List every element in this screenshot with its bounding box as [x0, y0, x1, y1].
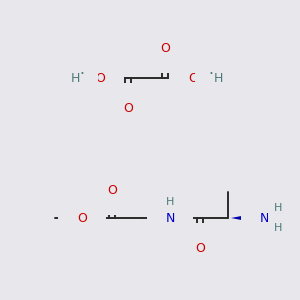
Text: O: O: [160, 41, 170, 55]
Text: O: O: [95, 71, 105, 85]
Text: ·: ·: [208, 67, 213, 82]
Text: O: O: [107, 184, 117, 196]
Text: ·: ·: [80, 67, 84, 82]
Text: H: H: [274, 223, 282, 233]
Text: O: O: [195, 242, 205, 254]
Text: H: H: [213, 71, 223, 85]
Text: H: H: [70, 71, 80, 85]
Text: N: N: [165, 212, 175, 224]
Text: O: O: [77, 212, 87, 224]
Text: O: O: [123, 101, 133, 115]
Text: N: N: [259, 212, 269, 224]
Text: O: O: [188, 71, 198, 85]
Polygon shape: [231, 213, 257, 223]
Text: H: H: [274, 203, 282, 213]
Text: H: H: [166, 197, 174, 207]
